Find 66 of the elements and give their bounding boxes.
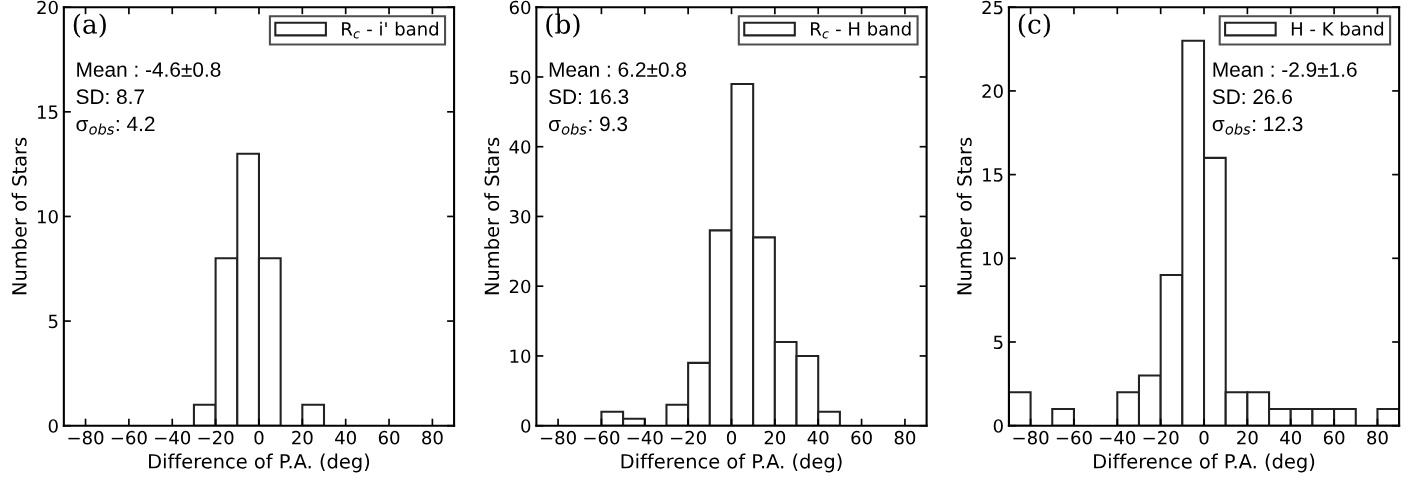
annotation: σ$_{obs}$: 12.3	[1212, 116, 1303, 135]
x-tick-label: −20	[1143, 430, 1179, 445]
y-tick-label: 20	[37, 0, 58, 15]
annotation: (b)	[546, 13, 580, 38]
annotation: σ$_{obs}$: 9.3	[548, 116, 628, 135]
x-tick-label: 60	[1323, 430, 1345, 445]
y-tick-label: 5	[993, 335, 1003, 350]
annotation: σ$_{obs}$: 4.2	[76, 116, 155, 135]
x-tick-label: −40	[155, 430, 191, 445]
x-tick-label: 20	[764, 430, 786, 445]
x-axis-title: Difference of P.A. (deg)	[149, 453, 370, 473]
x-tick-label: 60	[378, 430, 400, 445]
x-tick-label: 0	[726, 430, 737, 445]
y-tick-label: 60	[509, 0, 531, 15]
x-tick-label: −80	[68, 430, 104, 445]
x-tick-label: 80	[894, 430, 916, 445]
x-tick-label: −80	[540, 430, 576, 445]
x-tick-label: 60	[851, 430, 872, 445]
annotation: SD: 26.6	[1212, 89, 1292, 105]
annotation: Mean : -2.9±1.6	[1213, 62, 1357, 77]
x-tick-label: −60	[584, 430, 620, 445]
x-tick-label: 40	[807, 430, 829, 445]
y-tick-label: 30	[509, 209, 531, 224]
y-tick-label: 25	[982, 0, 1003, 15]
x-tick-label: −20	[671, 430, 706, 445]
y-tick-label: 15	[983, 168, 1003, 182]
x-tick-label: 20	[292, 430, 313, 445]
x-tick-label: −60	[111, 430, 147, 445]
annotation: (a)	[73, 13, 106, 38]
x-tick-label: 0	[254, 430, 264, 445]
y-tick-label: 0	[48, 419, 58, 433]
legend-label: H - K band	[1291, 21, 1384, 36]
legend-label: R$_{c}$ - H band	[811, 21, 911, 39]
x-tick-label: −60	[1056, 430, 1092, 445]
annotation: SD: 16.3	[549, 89, 629, 105]
y-tick-label: 0	[993, 419, 1003, 433]
y-axis-title: Number of Stars	[956, 137, 972, 295]
y-tick-label: 0	[521, 419, 531, 433]
y-tick-label: 20	[982, 84, 1003, 99]
y-tick-label: 50	[509, 70, 531, 85]
annotation: SD: 8.7	[76, 89, 144, 105]
x-tick-label: −80	[1013, 430, 1049, 445]
x-tick-label: 0	[1199, 430, 1209, 445]
annotation: (c)	[1018, 13, 1050, 38]
x-tick-label: 80	[1367, 430, 1388, 445]
y-axis-title: Number of Stars	[11, 137, 27, 295]
x-tick-label: 40	[335, 430, 356, 445]
y-tick-label: 5	[48, 314, 58, 329]
y-tick-label: 10	[510, 349, 531, 364]
y-axis-title: Number of Stars	[484, 137, 500, 295]
y-tick-label: 40	[509, 140, 531, 154]
x-axis-title: Difference of P.A. (deg)	[1094, 453, 1315, 473]
x-tick-label: −40	[1100, 430, 1136, 445]
annotation: Mean : -4.6±0.8	[77, 62, 221, 77]
x-tick-label: 80	[422, 430, 443, 445]
x-axis-title: Difference of P.A. (deg)	[621, 453, 842, 473]
y-tick-label: 20	[509, 279, 531, 294]
x-tick-label: 40	[1280, 430, 1302, 445]
y-tick-label: 10	[38, 209, 58, 224]
annotation: Mean : 6.2±0.8	[549, 62, 687, 77]
y-tick-label: 10	[983, 251, 1003, 266]
x-tick-label: −40	[627, 430, 663, 445]
x-tick-label: −20	[198, 430, 234, 445]
x-tick-label: 20	[1237, 430, 1258, 445]
legend-label: R$_{c}$ - i' band	[342, 21, 438, 39]
y-tick-label: 15	[38, 105, 58, 119]
